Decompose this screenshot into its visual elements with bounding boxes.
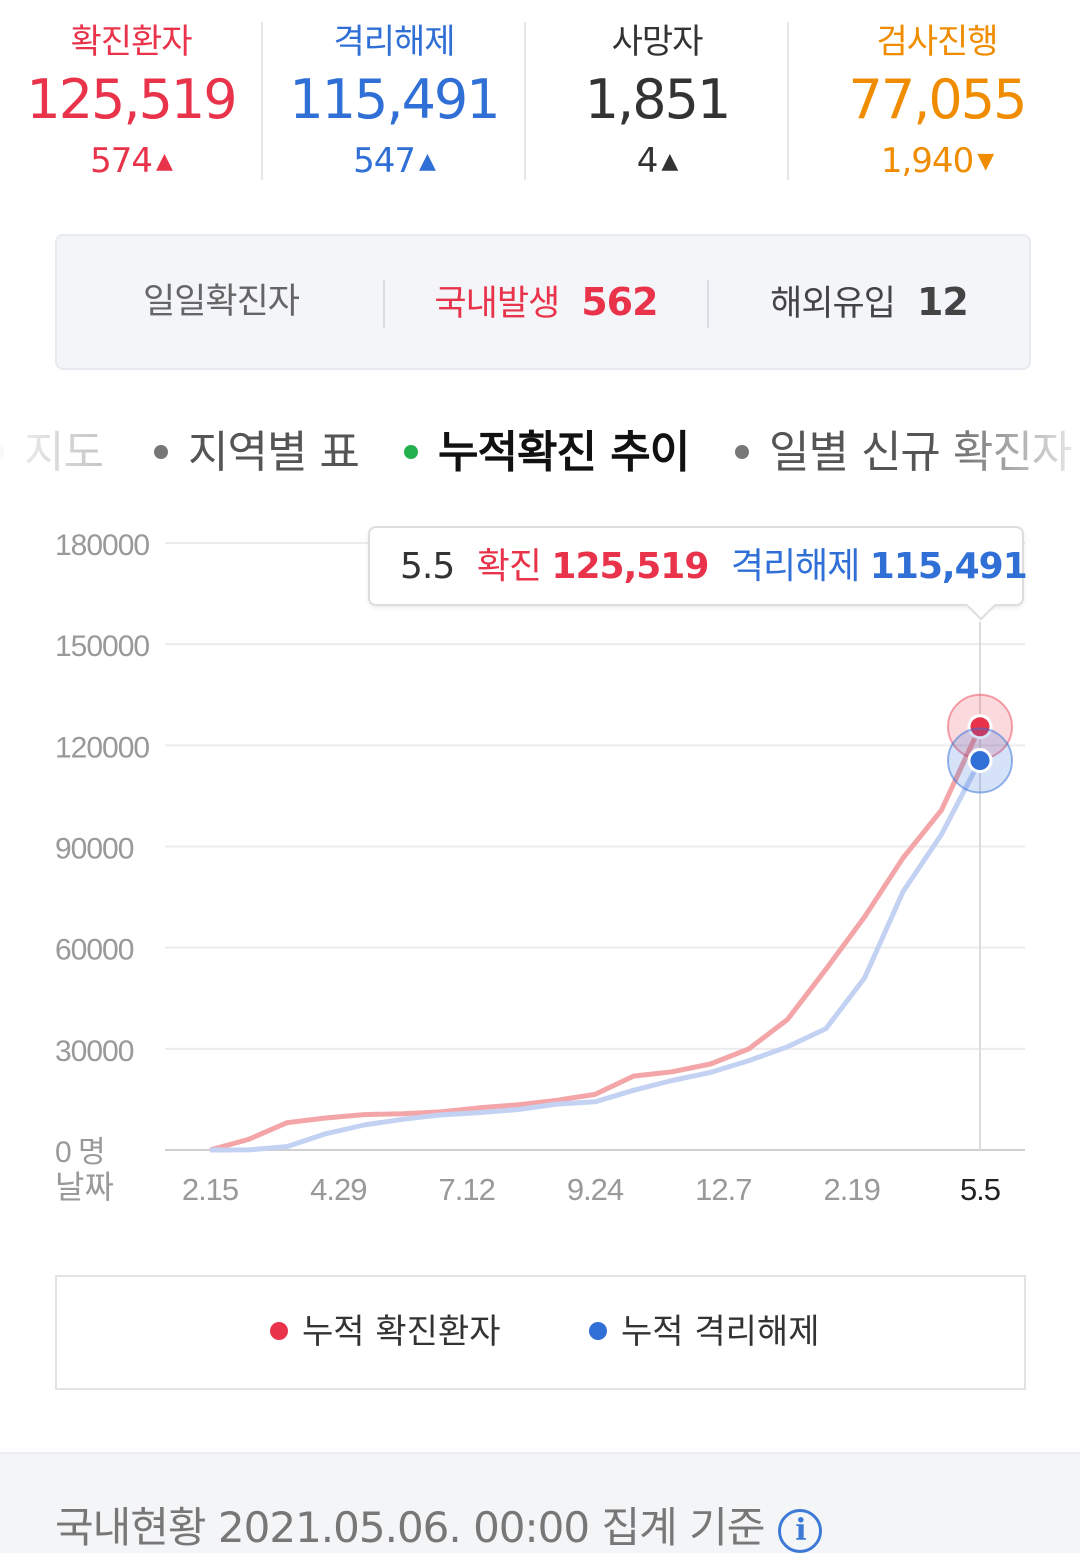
series-line-confirmed — [209, 725, 983, 1153]
tabs-fade-left — [0, 400, 130, 490]
stat-testing-delta: 1,940 ▼ — [806, 141, 1068, 181]
legend-confirmed-label: 누적 확진환자 — [302, 1312, 501, 1352]
tab-cumulative-trend[interactable]: 누적확진 추이 — [404, 416, 690, 480]
legend-item-confirmed[interactable]: 누적 확진환자 — [270, 1277, 501, 1388]
y-tick-label: 30000 — [55, 1035, 134, 1068]
stat-confirmed-value: 125,519 — [26, 68, 237, 131]
y-tick-label: 60000 — [55, 934, 134, 967]
up-arrow-icon: ▲ — [418, 149, 436, 174]
y-tick-label: 0 명 — [55, 1136, 105, 1169]
x-tick-label: 2.15 — [182, 1172, 238, 1207]
stat-testing: 검사진행 77,055 1,940 ▼ — [806, 0, 1068, 185]
tooltip-released-value: 115,491 — [869, 546, 1028, 587]
blue-dot-icon — [589, 1322, 607, 1340]
stat-divider — [787, 22, 789, 180]
daily-overseas-label: 해외유입 — [770, 284, 896, 324]
stat-deaths-delta-value: 4 — [636, 141, 659, 181]
stat-testing-value: 77,055 — [848, 68, 1028, 131]
x-axis-label: 날짜 — [55, 1168, 114, 1206]
released-end-point — [967, 748, 993, 774]
y-tick-label: 120000 — [55, 731, 149, 764]
stat-deaths: 사망자 1,851 4 ▲ — [526, 0, 788, 185]
view-tabs: 지도 지역별 표 누적확진 추이 일별 신규 확진자 — [0, 400, 1080, 490]
tab-region-table-label: 지역별 표 — [188, 427, 360, 478]
stat-deaths-delta: 4 ▲ — [526, 141, 788, 181]
tab-bullet-icon — [154, 445, 168, 459]
confirmed-end-point — [967, 714, 993, 740]
tooltip-date: 5.5 — [400, 546, 455, 587]
daily-divider — [707, 280, 709, 328]
y-tick-label: 180000 — [55, 529, 149, 562]
daily-overseas: 해외유입 12 — [709, 236, 1029, 368]
stat-released-value: 115,491 — [289, 68, 500, 131]
daily-confirmed-box: 일일확진자 국내발생 562 해외유입 12 — [55, 234, 1031, 370]
stat-confirmed-delta-value: 574 — [90, 141, 153, 181]
stat-confirmed: 확진환자 125,519 574 ▲ — [0, 0, 262, 185]
daily-divider — [383, 280, 385, 328]
stat-divider — [261, 22, 263, 180]
info-icon[interactable]: i — [778, 1509, 823, 1553]
series-line-released — [209, 759, 983, 1153]
stat-confirmed-label: 확진환자 — [70, 22, 192, 62]
stat-deaths-label: 사망자 — [611, 22, 704, 62]
up-arrow-icon: ▲ — [661, 149, 678, 174]
stat-released-delta: 547 ▲ — [263, 141, 525, 181]
stat-deaths-value: 1,851 — [584, 68, 732, 131]
x-tick-label: 12.7 — [695, 1172, 751, 1207]
tabs-fade-right — [930, 400, 1080, 490]
daily-label: 일일확진자 — [142, 282, 300, 322]
footer-caption: 국내현황 2021.05.06. 00:00 집계 기준 i — [55, 1494, 823, 1553]
chart-tooltip: 5.5 확진 125,519 격리해제 115,491 — [368, 526, 1028, 621]
x-tick-label: 5.5 — [960, 1172, 1000, 1207]
legend-item-released[interactable]: 누적 격리해제 — [589, 1277, 820, 1388]
stat-testing-label: 검사진행 — [876, 22, 998, 62]
up-arrow-icon: ▲ — [155, 149, 173, 174]
stat-released-label: 격리해제 — [333, 22, 455, 62]
tab-region-table[interactable]: 지역별 표 — [154, 416, 360, 480]
summary-stats: 확진환자 125,519 574 ▲ 격리해제 115,491 547 ▲ 사망자 … — [0, 0, 1080, 195]
chart-svg: 180000 150000 120000 90000 60000 30000 0 명날짜 2.… — [55, 529, 1025, 1207]
daily-domestic: 국내발생 562 — [385, 236, 707, 368]
daily-overseas-value: 12 — [916, 280, 969, 324]
chart-legend: 누적 확진환자 누적 격리해제 — [55, 1275, 1026, 1390]
x-tick-label: 4.29 — [310, 1172, 366, 1207]
stat-released: 격리해제 115,491 547 ▲ — [263, 0, 525, 185]
tab-cumulative-trend-label: 누적확진 추이 — [438, 427, 690, 478]
daily-domestic-value: 562 — [581, 280, 658, 324]
tooltip-confirmed-value: 125,519 — [551, 546, 709, 587]
footer-text: 국내현황 2021.05.06. 00:00 집계 기준 — [55, 1503, 765, 1552]
tooltip-confirmed-label: 확진 — [476, 546, 542, 587]
stat-confirmed-delta: 574 ▲ — [0, 141, 262, 181]
cumulative-chart[interactable]: 180000 150000 120000 90000 60000 30000 0 명 날짜 2.… — [0, 510, 1080, 1230]
red-dot-icon — [270, 1322, 288, 1340]
x-tick-label: 7.12 — [438, 1172, 494, 1207]
tooltip-released-label: 격리해제 — [730, 546, 860, 587]
tab-bullet-icon — [735, 445, 749, 459]
tab-active-bullet-icon — [404, 445, 418, 459]
y-tick-label: 90000 — [55, 833, 134, 866]
stat-divider — [524, 22, 526, 180]
daily-domestic-label: 국내발생 — [434, 284, 560, 324]
stat-testing-delta-value: 1,940 — [880, 141, 974, 181]
stat-released-delta-value: 547 — [353, 141, 416, 181]
down-arrow-icon: ▼ — [977, 149, 994, 174]
x-tick-label: 9.24 — [567, 1172, 624, 1207]
footer: 국내현황 2021.05.06. 00:00 집계 기준 i — [0, 1452, 1080, 1553]
x-tick-label: 2.19 — [823, 1172, 879, 1207]
legend-released-label: 누적 격리해제 — [621, 1312, 820, 1352]
y-tick-label: 150000 — [55, 630, 149, 663]
